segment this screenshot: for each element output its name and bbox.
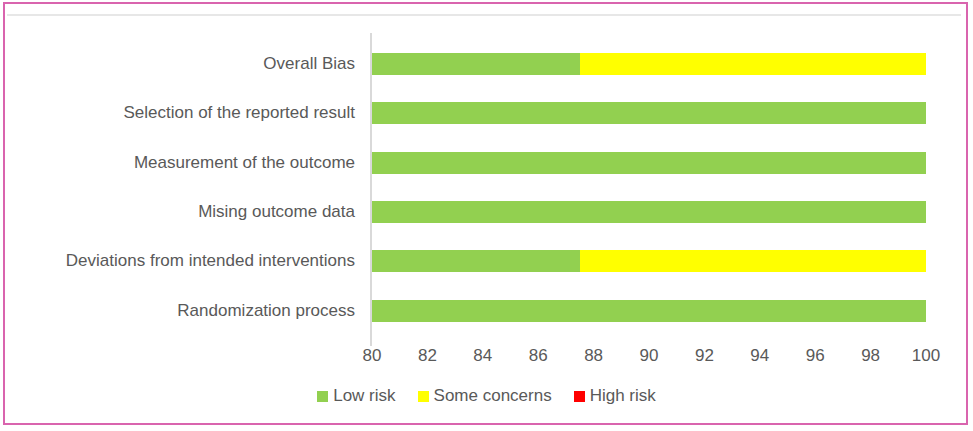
legend-label: High risk xyxy=(590,386,656,406)
legend-swatch-low-risk xyxy=(317,391,328,402)
legend-item-high-risk: High risk xyxy=(574,386,656,406)
x-axis-tick-label: 100 xyxy=(912,346,940,366)
x-axis-tick-label: 82 xyxy=(418,346,437,366)
legend-swatch-some-concerns xyxy=(418,391,429,402)
x-axis-tick-label: 92 xyxy=(695,346,714,366)
bar-row xyxy=(372,102,926,124)
bar-row xyxy=(372,152,926,174)
bar-segment-some-concerns xyxy=(580,250,926,272)
legend-item-low-risk: Low risk xyxy=(317,386,395,406)
category-label: Randomization process xyxy=(0,300,355,322)
bar-row xyxy=(372,300,926,322)
bar-row xyxy=(372,53,926,75)
bar-segment-low-risk xyxy=(372,152,926,174)
category-label: Overall Bias xyxy=(0,53,355,75)
x-axis-tick-label: 80 xyxy=(363,346,382,366)
category-label: Mising outcome data xyxy=(0,201,355,223)
bar-segment-low-risk xyxy=(372,102,926,124)
bar-segment-low-risk xyxy=(372,250,580,272)
legend-swatch-high-risk xyxy=(574,391,585,402)
x-axis-tick-label: 88 xyxy=(584,346,603,366)
figure-canvas: Overall Bias Selection of the reported re… xyxy=(0,0,973,431)
x-axis-tick-label: 96 xyxy=(806,346,825,366)
category-label: Deviations from intended interventions xyxy=(0,250,355,272)
category-axis-labels: Overall Bias Selection of the reported re… xyxy=(0,33,355,346)
legend-item-some-concerns: Some concerns xyxy=(418,386,552,406)
x-axis-tick-label: 84 xyxy=(473,346,492,366)
x-axis-tick-label: 90 xyxy=(640,346,659,366)
category-label: Measurement of the outcome xyxy=(0,152,355,174)
legend-label: Some concerns xyxy=(434,386,552,406)
bar-segment-low-risk xyxy=(372,201,926,223)
x-axis: 80828486889092949698100 xyxy=(372,346,926,366)
x-axis-tick-label: 86 xyxy=(529,346,548,366)
bar-segment-some-concerns xyxy=(580,53,926,75)
x-axis-tick-label: 98 xyxy=(861,346,880,366)
chart-legend: Low risk Some concerns High risk xyxy=(0,386,973,406)
bar-segment-low-risk xyxy=(372,300,926,322)
chart-top-edge-line xyxy=(7,14,961,16)
category-label: Selection of the reported result xyxy=(0,102,355,124)
bar-segment-low-risk xyxy=(372,53,580,75)
bar-row xyxy=(372,250,926,272)
legend-label: Low risk xyxy=(333,386,395,406)
plot-area xyxy=(370,33,926,346)
x-axis-tick-label: 94 xyxy=(750,346,769,366)
bar-row xyxy=(372,201,926,223)
